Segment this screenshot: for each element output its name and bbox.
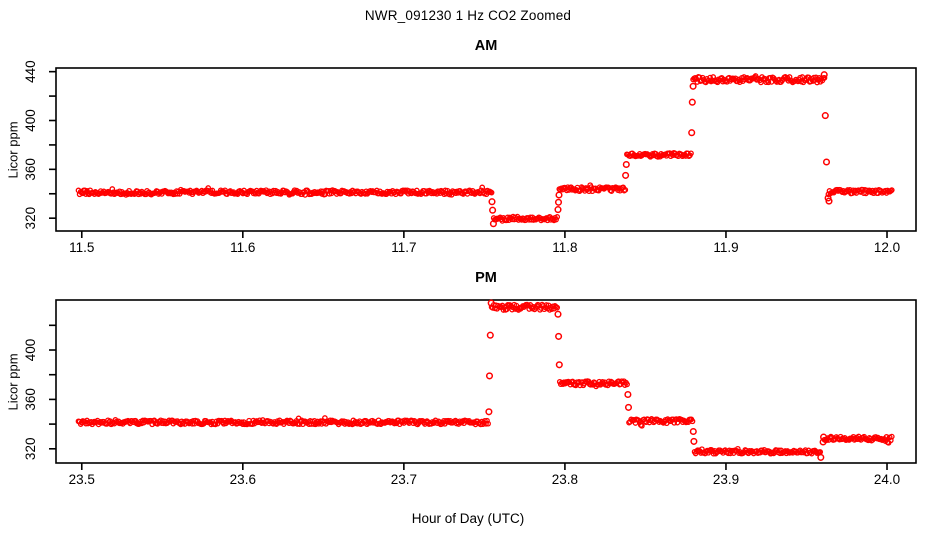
transition-point	[689, 427, 697, 436]
y-axis-ticks: 320 360 400 440	[23, 60, 56, 229]
transition-point	[622, 160, 630, 169]
x-axis-label: Hour of Day (UTC)	[411, 511, 525, 526]
transition-point	[821, 112, 829, 120]
y-tick-label: 400	[23, 109, 38, 132]
transition-point	[555, 191, 563, 199]
x-tick-label: 12.0	[874, 240, 900, 255]
scatter-band	[624, 149, 694, 160]
y-tick-label: 360	[23, 388, 38, 411]
transition-point	[487, 299, 495, 307]
y-tick-label: 400	[23, 339, 38, 362]
transition-point	[689, 82, 697, 90]
transition-point	[825, 197, 833, 205]
plot-box	[55, 299, 917, 464]
transition-point	[486, 331, 494, 339]
transition-point	[554, 206, 562, 214]
transition-point	[555, 332, 563, 340]
scatter-band	[821, 433, 895, 446]
scatter-band	[488, 301, 561, 313]
x-tick-label: 24.0	[874, 472, 900, 487]
y-tick-label: 320	[23, 438, 38, 461]
x-tick-label: 11.8	[552, 240, 577, 255]
transition-point	[485, 372, 494, 380]
transition-point	[489, 206, 497, 214]
transition-point	[489, 220, 497, 228]
scatter-band	[690, 73, 828, 86]
scatter-band	[691, 445, 824, 457]
scatter-band	[75, 184, 495, 198]
scatter-band	[556, 182, 629, 195]
panel-pm: 23.5 23.6 23.7 23.8 23.9 24.0 320 360 400	[23, 299, 917, 487]
panel-title-am: AM	[474, 38, 498, 54]
transition-point	[824, 194, 832, 202]
scatter-band	[825, 186, 895, 198]
x-axis-ticks: 23.5 23.6 23.7 23.8 23.9 24.0	[69, 463, 900, 487]
x-tick-label: 11.7	[391, 240, 416, 255]
transition-points	[488, 71, 833, 228]
transition-point	[822, 158, 831, 166]
y-tick-label: 320	[23, 207, 38, 230]
scatter-band	[626, 416, 696, 429]
x-tick-label: 23.5	[69, 472, 95, 487]
transition-point	[554, 310, 562, 318]
transition-point	[624, 403, 633, 411]
transition-point	[820, 433, 828, 441]
panel-title-pm: PM	[475, 270, 497, 286]
y-tick-label: 360	[23, 158, 38, 181]
scatter-band	[556, 378, 630, 390]
transition-points	[485, 299, 828, 461]
transition-point	[624, 390, 632, 399]
chart-title: NWR_091230 1 Hz CO2 Zoomed	[364, 8, 572, 23]
x-tick-label: 23.8	[552, 472, 578, 487]
plot-box	[55, 67, 917, 232]
transition-point	[485, 408, 493, 416]
scatter-band	[490, 213, 561, 224]
transition-point	[622, 171, 630, 179]
y-tick-label: 440	[23, 60, 38, 83]
x-axis-ticks: 11.5 11.6 11.7 11.8 11.9 12.0	[69, 231, 900, 255]
transition-point	[817, 453, 825, 461]
x-tick-label: 11.9	[713, 240, 738, 255]
transition-point	[488, 198, 496, 206]
transition-point	[688, 98, 696, 106]
x-tick-label: 23.9	[713, 472, 739, 487]
transition-point	[690, 437, 698, 445]
transition-point	[820, 71, 828, 79]
transition-point	[555, 361, 563, 369]
transition-point	[688, 129, 696, 137]
scatter-band	[75, 415, 491, 428]
x-tick-label: 11.6	[230, 240, 255, 255]
y-axis-ticks: 320 360 400	[23, 324, 56, 461]
x-tick-label: 23.7	[391, 472, 417, 487]
x-tick-label: 11.5	[69, 240, 94, 255]
panel-am: 11.5 11.6 11.7 11.8 11.9 12.0 320 360 400 440	[23, 60, 917, 255]
transition-point	[554, 198, 563, 206]
x-tick-label: 23.6	[230, 472, 256, 487]
